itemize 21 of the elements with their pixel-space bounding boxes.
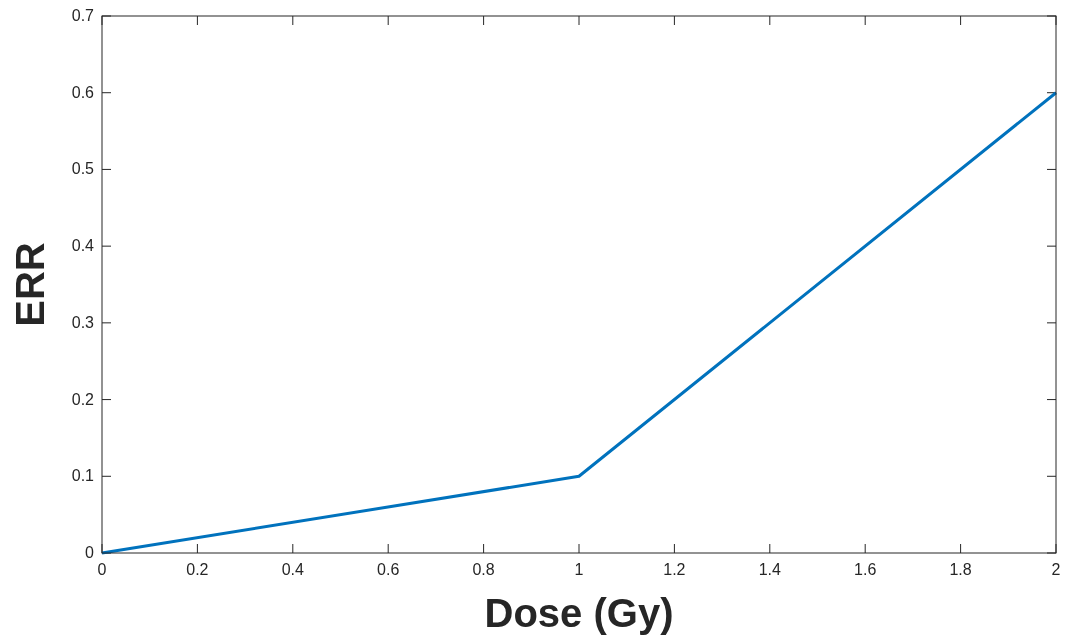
x-tick-label: 0.6 <box>377 561 400 578</box>
x-tick-label: 1 <box>574 561 584 578</box>
x-tick-label: 1.8 <box>949 561 972 578</box>
x-tick-label: 1.2 <box>663 561 686 578</box>
y-tick-label: 0.5 <box>71 160 95 178</box>
y-tick-label: 0 <box>85 544 95 561</box>
y-tick-label: 0.4 <box>71 237 95 255</box>
y-tick-label: 0.2 <box>71 390 95 408</box>
y-tick-label: 0.1 <box>71 467 95 485</box>
x-tick-label: 2 <box>1051 561 1061 578</box>
x-tick-label: 1.4 <box>758 561 782 578</box>
y-tick-label: 0.7 <box>71 7 95 24</box>
x-tick-label: 0.8 <box>472 561 495 578</box>
x-tick-label: 1.6 <box>854 561 877 578</box>
x-tick-label: 0 <box>97 561 107 578</box>
y-tick-label: 0.3 <box>71 313 95 331</box>
y-tick-label: 0.6 <box>71 83 95 101</box>
x-tick-label: 0.4 <box>281 561 305 578</box>
x-axis-title: Dose (Gy) <box>484 591 674 635</box>
x-tick-label: 0.2 <box>186 561 209 578</box>
y-axis-title: ERR <box>8 242 52 327</box>
